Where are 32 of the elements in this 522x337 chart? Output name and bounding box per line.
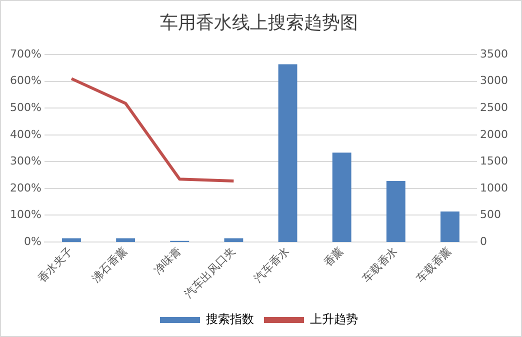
y2-tick-label: 2000 [480,128,508,141]
legend-label: 搜索指数 [206,312,254,326]
bar [62,238,81,242]
x-tick-label: 汽车出风口夹 [182,244,238,300]
y2-tick-label: 1500 [480,154,508,168]
y2-tick-label: 500 [480,208,502,222]
chart-title: 车用香水线上搜索趋势图 [160,12,358,34]
y-tick-label: 300% [10,154,42,168]
bar [278,64,298,242]
x-tick-label: 香薰 [321,244,346,270]
x-tick-label: 汽车香水 [252,244,292,285]
bar [332,152,352,242]
bar [224,238,244,242]
bar [440,211,460,242]
y-tick-label: 100% [10,208,42,222]
y2-tick-label: 3500 [480,47,508,60]
x-tick-label: 车载香水 [360,244,400,285]
x-tick-label: 沸石香薰 [89,244,130,285]
y2-tick-label: 2500 [480,101,508,114]
y-tick-label: 600% [10,74,42,88]
y-tick-label: 700% [10,47,42,60]
y2-tick-label: 0 [480,234,488,248]
y-tick-label: 400% [10,128,42,141]
y-tick-label: 200% [10,181,42,194]
y2-tick-label: 3000 [480,74,508,88]
y2-tick-label: 1000 [480,181,508,194]
y-tick-label: 500% [10,101,42,114]
bar [386,180,406,242]
x-tick-label: 净味膏 [151,244,184,278]
bar [116,238,136,242]
x-tick-label: 车载香薰 [414,244,454,285]
legend-label: 上升趋势 [310,312,358,326]
